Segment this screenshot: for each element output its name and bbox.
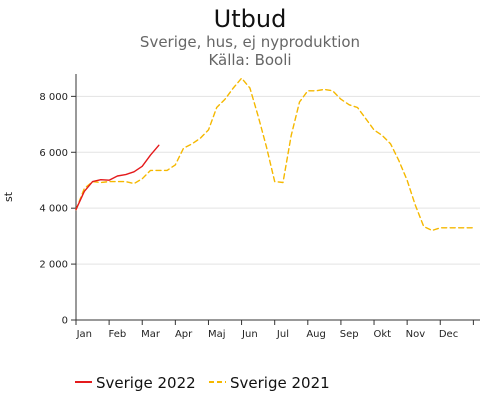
gridlines: [76, 95, 480, 321]
y-tick-label: 4 000: [39, 204, 68, 215]
legend-label: Sverige 2022: [96, 374, 196, 392]
chart-source: Källa: Booli: [208, 51, 291, 69]
x-tick-label: Sep: [340, 329, 359, 340]
plot-area: [75, 77, 475, 232]
y-tick-label: 2 000: [39, 260, 68, 271]
x-tick-label: Nov: [406, 329, 426, 340]
series-line-1: [75, 144, 160, 211]
x-tick-label: Okt: [374, 329, 392, 340]
x-tick-label: Aug: [306, 329, 326, 340]
x-tick-label: Maj: [208, 329, 226, 340]
chart-title: Utbud: [214, 5, 287, 33]
series-line-2: [75, 77, 475, 232]
x-tick-label: Jun: [241, 329, 258, 340]
x-tick-label: Apr: [175, 329, 193, 340]
x-tick-label: Jan: [76, 329, 92, 340]
legend: Sverige 2022 Sverige 2021: [75, 374, 330, 392]
x-tick-label: Dec: [439, 329, 458, 340]
y-axis-title: st: [2, 191, 15, 202]
chart-subtitle: Sverige, hus, ej nyproduktion: [140, 33, 360, 51]
x-tick-label: Jul: [276, 329, 289, 340]
x-tick-label: Mar: [141, 329, 161, 340]
legend-label: Sverige 2021: [230, 374, 330, 392]
x-axis: Jan Feb Mar Apr Maj Jun Jul Aug Sep Okt Nov Dec: [75, 319, 480, 340]
y-tick-label: 8 000: [39, 92, 68, 103]
x-tick-label: Feb: [109, 329, 127, 340]
y-axis: 0 2 000 4 000 6 000 8 000: [39, 74, 77, 327]
y-tick-label: 6 000: [39, 148, 68, 159]
y-tick-label: 0: [62, 316, 68, 327]
